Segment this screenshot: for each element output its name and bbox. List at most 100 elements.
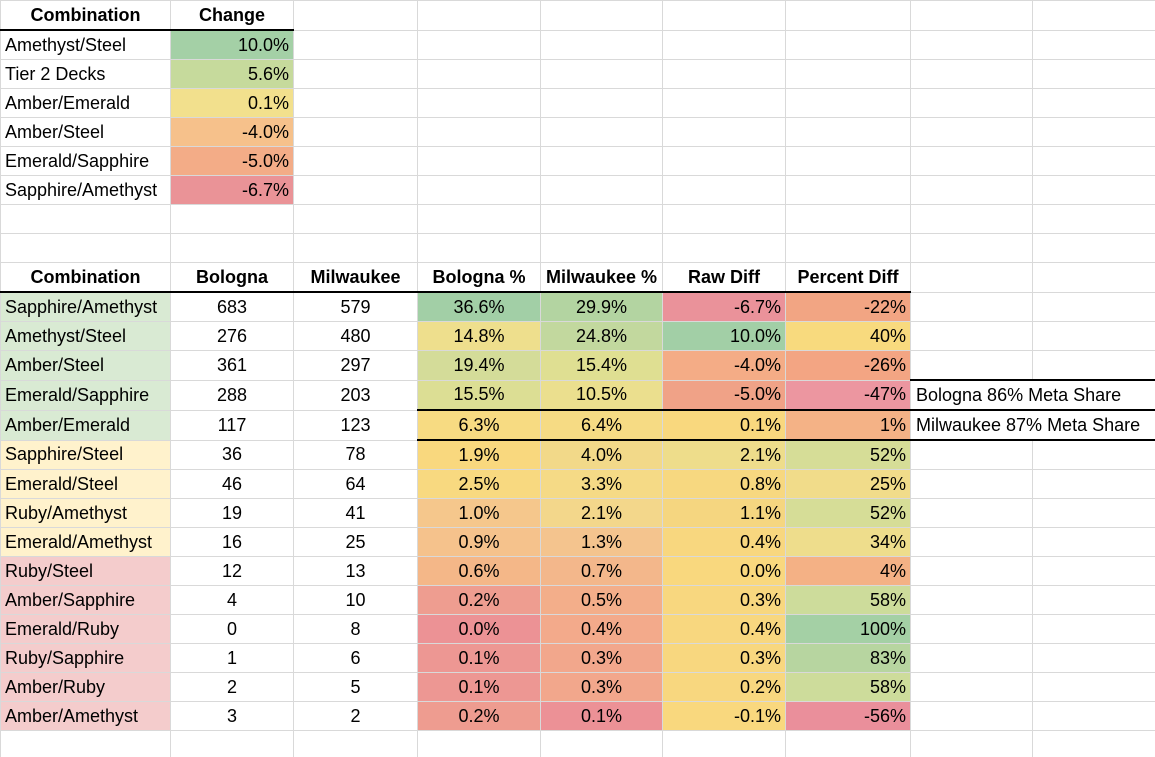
bologna-pct-cell[interactable]: 0.6% [417, 556, 541, 586]
empty-cell[interactable] [785, 730, 911, 757]
combination-cell[interactable]: Amber/Amethyst [0, 701, 171, 731]
empty-cell[interactable] [417, 59, 541, 89]
empty-cell[interactable] [910, 29, 1033, 60]
empty-cell[interactable] [662, 730, 786, 757]
percent-diff-cell[interactable]: 100% [785, 614, 911, 644]
bologna-count-cell[interactable]: 288 [170, 379, 294, 411]
milwaukee-count-cell[interactable]: 203 [293, 379, 418, 411]
empty-cell[interactable] [293, 88, 418, 118]
meta-share-note[interactable] [910, 469, 1155, 499]
combination-cell[interactable]: Amber/Ruby [0, 672, 171, 702]
empty-cell[interactable] [1032, 730, 1155, 757]
empty-cell[interactable] [1032, 262, 1155, 293]
empty-cell[interactable] [1032, 146, 1155, 176]
raw-diff-cell[interactable]: -4.0% [662, 350, 786, 381]
empty-cell[interactable] [417, 146, 541, 176]
raw-diff-cell[interactable]: -0.1% [662, 701, 786, 731]
bologna-pct-cell[interactable]: 1.0% [417, 498, 541, 528]
milwaukee-count-cell[interactable]: 579 [293, 291, 418, 322]
empty-cell[interactable] [910, 88, 1033, 118]
empty-cell[interactable] [1032, 0, 1155, 31]
meta-share-note[interactable] [910, 701, 1155, 731]
bologna-pct-cell[interactable]: 0.2% [417, 585, 541, 615]
empty-cell[interactable] [417, 117, 541, 147]
percent-diff-cell[interactable]: 25% [785, 469, 911, 499]
empty-cell[interactable] [662, 0, 786, 31]
raw-diff-cell[interactable]: 1.1% [662, 498, 786, 528]
raw-diff-cell[interactable]: 0.4% [662, 527, 786, 557]
milwaukee-pct-cell[interactable]: 0.3% [540, 672, 663, 702]
empty-cell[interactable] [540, 146, 663, 176]
combination-cell[interactable]: Amber/Steel [0, 350, 171, 381]
raw-diff-cell[interactable]: -5.0% [662, 379, 786, 411]
percent-diff-cell[interactable]: -26% [785, 350, 911, 381]
t2-header-raw-diff[interactable]: Raw Diff [662, 262, 786, 293]
meta-share-note[interactable] [910, 321, 1155, 351]
percent-diff-cell[interactable]: 52% [785, 498, 911, 528]
empty-cell[interactable] [662, 175, 786, 205]
empty-cell[interactable] [540, 730, 663, 757]
raw-diff-cell[interactable]: -6.7% [662, 291, 786, 322]
empty-cell[interactable] [417, 0, 541, 31]
empty-cell[interactable] [662, 117, 786, 147]
combination-cell[interactable]: Sapphire/Steel [0, 439, 171, 470]
milwaukee-pct-cell[interactable]: 29.9% [540, 291, 663, 322]
empty-cell[interactable] [540, 204, 663, 234]
milwaukee-count-cell[interactable]: 297 [293, 350, 418, 381]
empty-cell[interactable] [540, 175, 663, 205]
combination-cell[interactable]: Amber/Emerald [0, 88, 171, 118]
raw-diff-cell[interactable]: 0.1% [662, 409, 786, 441]
empty-cell[interactable] [1032, 59, 1155, 89]
empty-cell[interactable] [662, 146, 786, 176]
percent-diff-cell[interactable]: 58% [785, 585, 911, 615]
milwaukee-pct-cell[interactable]: 4.0% [540, 439, 663, 470]
bologna-count-cell[interactable]: 12 [170, 556, 294, 586]
percent-diff-cell[interactable]: 83% [785, 643, 911, 673]
empty-cell[interactable] [910, 204, 1033, 234]
meta-share-note[interactable] [910, 498, 1155, 528]
empty-cell[interactable] [785, 88, 911, 118]
empty-cell[interactable] [910, 0, 1033, 31]
change-cell[interactable]: -6.7% [170, 175, 294, 205]
empty-cell[interactable] [785, 175, 911, 205]
percent-diff-cell[interactable]: 4% [785, 556, 911, 586]
t2-header-percent-diff[interactable]: Percent Diff [785, 262, 911, 293]
milwaukee-count-cell[interactable]: 480 [293, 321, 418, 351]
empty-cell[interactable] [1032, 117, 1155, 147]
bologna-pct-cell[interactable]: 0.0% [417, 614, 541, 644]
milwaukee-pct-cell[interactable]: 24.8% [540, 321, 663, 351]
raw-diff-cell[interactable]: 10.0% [662, 321, 786, 351]
percent-diff-cell[interactable]: -47% [785, 379, 911, 411]
empty-cell[interactable] [785, 204, 911, 234]
meta-share-note[interactable]: Milwaukee 87% Meta Share [910, 409, 1155, 441]
meta-share-note[interactable] [910, 291, 1155, 322]
raw-diff-cell[interactable]: 0.0% [662, 556, 786, 586]
bologna-count-cell[interactable]: 0 [170, 614, 294, 644]
t2-header-bologna-pct[interactable]: Bologna % [417, 262, 541, 293]
empty-cell[interactable] [417, 233, 541, 263]
combination-cell[interactable]: Amber/Emerald [0, 409, 171, 441]
combination-cell[interactable]: Ruby/Steel [0, 556, 171, 586]
bologna-count-cell[interactable]: 3 [170, 701, 294, 731]
empty-cell[interactable] [293, 146, 418, 176]
percent-diff-cell[interactable]: 40% [785, 321, 911, 351]
empty-cell[interactable] [910, 117, 1033, 147]
bologna-pct-cell[interactable]: 0.1% [417, 672, 541, 702]
empty-cell[interactable] [540, 88, 663, 118]
t2-header-milwaukee-pct[interactable]: Milwaukee % [540, 262, 663, 293]
empty-cell[interactable] [1032, 88, 1155, 118]
combination-cell[interactable]: Emerald/Ruby [0, 614, 171, 644]
raw-diff-cell[interactable]: 0.2% [662, 672, 786, 702]
empty-cell[interactable] [910, 730, 1033, 757]
raw-diff-cell[interactable]: 0.4% [662, 614, 786, 644]
empty-cell[interactable] [293, 175, 418, 205]
milwaukee-pct-cell[interactable]: 15.4% [540, 350, 663, 381]
milwaukee-count-cell[interactable]: 10 [293, 585, 418, 615]
percent-diff-cell[interactable]: -56% [785, 701, 911, 731]
combination-cell[interactable]: Emerald/Sapphire [0, 146, 171, 176]
empty-cell[interactable] [1032, 233, 1155, 263]
empty-cell[interactable] [293, 0, 418, 31]
bologna-count-cell[interactable]: 361 [170, 350, 294, 381]
empty-cell[interactable] [785, 233, 911, 263]
empty-cell[interactable] [417, 204, 541, 234]
